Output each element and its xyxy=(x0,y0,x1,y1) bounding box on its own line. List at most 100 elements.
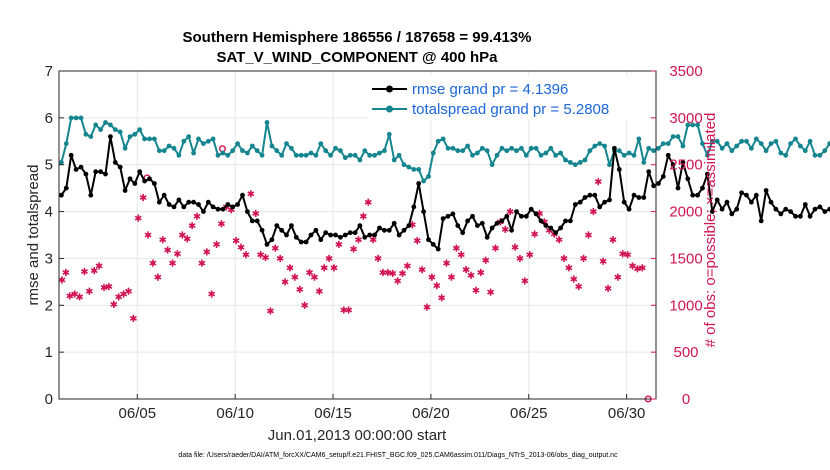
spread-point xyxy=(103,120,108,125)
rmse-point xyxy=(249,218,255,224)
rmse-point xyxy=(240,192,245,198)
rmse-point xyxy=(103,171,108,177)
rmse-point xyxy=(191,199,197,205)
rmse-point xyxy=(450,211,456,217)
assimilated-marker xyxy=(604,284,612,293)
spread-point xyxy=(470,152,475,158)
spread-point xyxy=(426,174,431,179)
rmse-point xyxy=(788,209,793,215)
assimilated-marker xyxy=(369,236,377,244)
assimilated-marker xyxy=(340,306,348,314)
spread-point xyxy=(822,148,828,154)
rmse-point xyxy=(279,227,285,233)
rmse-point xyxy=(171,204,177,210)
rmse-point xyxy=(538,218,544,224)
spread-point xyxy=(538,152,544,158)
spread-point xyxy=(421,178,426,184)
assimilated-marker xyxy=(418,266,426,274)
rmse-point xyxy=(132,181,138,186)
assimilated-marker xyxy=(472,286,480,294)
left-tick-label: 2 xyxy=(45,297,53,314)
spread-point xyxy=(509,145,514,151)
rmse-point xyxy=(210,204,216,210)
spread-point xyxy=(729,148,735,154)
spread-point xyxy=(430,150,436,156)
spread-point xyxy=(558,150,563,156)
rmse-point xyxy=(152,181,157,186)
rmse-point xyxy=(289,223,294,229)
assimilated-marker xyxy=(531,230,539,238)
x-tick-label: 06/20 xyxy=(412,405,450,422)
assimilated-marker xyxy=(638,264,646,272)
spread-point xyxy=(176,152,182,158)
spread-point xyxy=(333,145,338,151)
spread-point xyxy=(338,148,343,154)
spread-point xyxy=(352,152,358,158)
assimilated-marker xyxy=(154,273,162,281)
spread-point xyxy=(563,157,568,163)
chart-title-line2: SAT_V_WIND_COMPONENT @ 400 hPa xyxy=(216,49,498,66)
assimilated-marker xyxy=(447,273,455,281)
spread-point xyxy=(274,148,280,154)
rmse-point xyxy=(274,223,280,229)
rmse-point xyxy=(245,209,250,215)
assimilated-marker xyxy=(511,243,519,251)
assimilated-marker xyxy=(80,267,88,276)
spread-point xyxy=(656,145,661,151)
spread-point xyxy=(773,138,779,144)
spread-point xyxy=(514,148,519,154)
rmse-point xyxy=(421,209,426,215)
rmse-point xyxy=(827,206,830,212)
assimilated-marker xyxy=(438,294,446,302)
assimilated-marker xyxy=(330,264,338,272)
rmse-point xyxy=(812,206,818,212)
right-tick-label: 1500 xyxy=(669,250,702,267)
rmse-point xyxy=(460,230,466,236)
assimilated-marker xyxy=(399,269,407,278)
spread-point xyxy=(744,138,749,144)
spread-point xyxy=(680,143,686,149)
spread-point xyxy=(313,152,319,158)
assimilated-marker xyxy=(629,262,637,270)
rmse-point xyxy=(161,192,167,198)
rmse-point xyxy=(293,234,299,240)
spread-point xyxy=(533,145,539,151)
assimilated-marker xyxy=(403,262,411,270)
spread-point xyxy=(749,145,754,151)
spread-point xyxy=(98,127,103,132)
spread-point xyxy=(631,152,637,158)
rmse-point xyxy=(367,232,373,238)
left-tick-label: 7 xyxy=(45,63,53,80)
rmse-point xyxy=(705,171,710,177)
rmse-point xyxy=(597,204,603,210)
assimilated-marker xyxy=(306,268,314,277)
assimilated-marker xyxy=(516,254,524,263)
assimilated-marker xyxy=(501,225,509,233)
spread-point xyxy=(685,122,691,128)
rmse-point xyxy=(685,176,691,182)
spread-point xyxy=(132,131,138,137)
assimilated-marker xyxy=(232,237,240,245)
spread-point xyxy=(396,152,402,158)
right-tick-label: 2500 xyxy=(669,157,702,174)
rmse-point xyxy=(426,237,431,243)
spread-point xyxy=(758,141,764,147)
spread-point xyxy=(367,152,373,158)
assimilated-marker xyxy=(169,259,177,267)
rmse-point xyxy=(514,209,519,215)
spread-point xyxy=(450,145,456,151)
assimilated-marker xyxy=(252,209,260,218)
right-y-axis-label: # of obs: o=possible; ×=assimilated xyxy=(702,113,719,348)
assimilated-marker xyxy=(589,207,597,216)
spread-point xyxy=(117,129,123,135)
assimilated-marker xyxy=(286,264,294,272)
spread-point xyxy=(695,122,700,128)
rmse-point xyxy=(612,145,617,151)
assimilated-marker xyxy=(281,278,289,286)
assimilated-marker xyxy=(477,268,485,277)
rmse-point xyxy=(753,192,759,198)
rmse-point xyxy=(822,209,828,215)
rmse-point xyxy=(739,190,744,196)
spread-point xyxy=(191,150,197,156)
